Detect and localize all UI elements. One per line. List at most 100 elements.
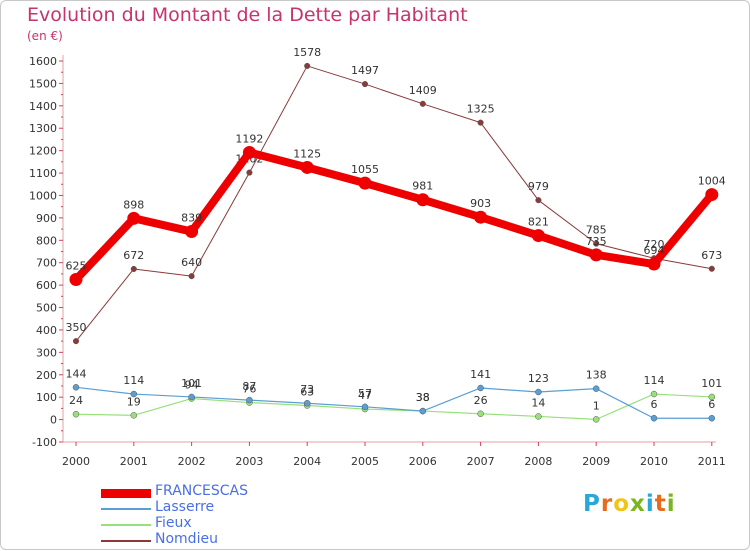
y-tick-label: 200 (36, 369, 57, 382)
legend-swatch-nomdieu (101, 540, 151, 542)
data-point-francescas (69, 273, 83, 287)
data-label-nomdieu: 1325 (467, 103, 495, 116)
data-point-nomdieu (246, 169, 253, 176)
legend-swatch-fieux (101, 524, 151, 526)
data-label-nomdieu: 672 (123, 249, 144, 262)
x-tick-label: 2011 (698, 455, 726, 468)
data-label-francescas: 821 (528, 216, 549, 229)
data-point-lasserre (303, 399, 311, 407)
x-tick-label: 2001 (120, 455, 148, 468)
data-label-nomdieu: 1578 (293, 46, 321, 59)
data-point-fieux (72, 410, 80, 418)
y-tick-label: 1100 (29, 167, 57, 180)
data-label-lasserre: 144 (66, 367, 87, 380)
data-label-francescas: 735 (586, 235, 607, 248)
data-label-fieux: 1 (593, 399, 600, 412)
data-point-nomdieu (708, 265, 715, 272)
data-point-nomdieu (361, 81, 369, 88)
data-label-francescas: 1192 (235, 132, 263, 145)
legend-label-fieux: Fieux (155, 515, 192, 531)
data-point-nomdieu (188, 273, 195, 280)
legend-label-nomdieu: Nomdieu (155, 531, 218, 547)
data-point-lasserre (477, 384, 484, 392)
legend-item-francescas: FRANCESCAS (101, 483, 321, 501)
y-tick-label: 400 (36, 324, 57, 337)
data-point-fieux (650, 390, 658, 398)
data-label-francescas: 625 (66, 260, 87, 273)
data-label-lasserre: 101 (181, 377, 202, 390)
logo-letter: i (645, 491, 655, 517)
data-label-fieux: 63 (300, 385, 314, 398)
series-line-nomdieu (75, 65, 712, 342)
data-point-lasserre (419, 407, 427, 415)
data-label-francescas: 981 (412, 180, 433, 193)
data-label-nomdieu: 785 (586, 224, 607, 237)
x-tick-label: 2009 (582, 455, 610, 468)
logo-letter: o (613, 491, 631, 517)
logo-letter: P (583, 491, 601, 517)
data-label-lasserre: 87 (242, 380, 256, 393)
data-label-francescas: 839 (181, 212, 202, 225)
data-label-lasserre: 57 (358, 387, 372, 400)
data-point-francescas (705, 188, 719, 202)
data-label-nomdieu: 720 (644, 238, 665, 251)
data-point-lasserre (592, 385, 600, 392)
data-point-francescas (127, 211, 141, 225)
data-point-lasserre (708, 414, 716, 422)
data-point-fieux (477, 410, 484, 418)
y-tick-label: -100 (32, 436, 57, 449)
data-point-francescas (647, 257, 661, 271)
y-tick-label: 100 (36, 391, 57, 404)
x-tick-label: 2004 (293, 455, 321, 468)
logo-letter: r (600, 491, 614, 517)
data-label-fieux: 24 (69, 394, 83, 407)
data-label-fieux: 76 (242, 383, 256, 396)
data-label-fieux: 94 (185, 379, 199, 392)
data-label-fieux: 14 (531, 396, 545, 409)
data-label-nomdieu: 1497 (351, 64, 379, 77)
data-label-lasserre: 138 (586, 369, 607, 382)
logo-letter: i (666, 491, 676, 517)
y-tick-label: 1200 (29, 145, 57, 158)
legend-label-francescas: FRANCESCAS (155, 483, 249, 499)
data-point-nomdieu (72, 338, 80, 345)
data-point-fieux (708, 393, 716, 401)
data-point-fieux (130, 412, 138, 419)
data-label-nomdieu: 1409 (409, 84, 437, 97)
y-tick-label: 0 (50, 414, 57, 427)
data-point-francescas (358, 176, 372, 190)
data-label-lasserre: 6 (708, 398, 715, 411)
data-point-nomdieu (130, 265, 137, 273)
data-point-lasserre (130, 390, 138, 398)
y-tick-label: 1500 (29, 77, 57, 90)
data-label-lasserre: 114 (123, 374, 144, 387)
data-label-fieux: 26 (474, 394, 488, 407)
data-point-nomdieu (304, 62, 311, 69)
x-tick-label: 2000 (62, 455, 90, 468)
data-point-francescas (300, 160, 314, 174)
y-tick-label: 900 (36, 212, 57, 225)
data-point-francescas (531, 229, 545, 243)
data-label-francescas: 1055 (351, 163, 379, 176)
logo-letter: t (654, 491, 667, 517)
y-tick-label: 600 (36, 279, 57, 292)
data-label-lasserre: 38 (416, 391, 430, 404)
data-label-lasserre: 6 (651, 398, 658, 411)
y-tick-label: 1400 (29, 100, 57, 113)
data-point-francescas (416, 193, 430, 207)
data-point-fieux (592, 416, 600, 423)
data-label-nomdieu: 673 (701, 249, 722, 262)
data-label-francescas: 903 (470, 197, 491, 210)
data-label-lasserre: 141 (470, 368, 491, 381)
data-label-nomdieu: 979 (528, 180, 549, 193)
x-tick-label: 2006 (409, 455, 437, 468)
legend-label-lasserre: Lasserre (155, 499, 215, 515)
y-tick-label: 500 (36, 302, 57, 315)
data-point-fieux (535, 413, 542, 420)
data-point-nomdieu (593, 240, 600, 247)
legend-swatch-francescas (101, 489, 151, 498)
data-label-fieux: 47 (358, 389, 372, 402)
chart-title: Evolution du Montant de la Dette par Hab… (27, 4, 468, 26)
